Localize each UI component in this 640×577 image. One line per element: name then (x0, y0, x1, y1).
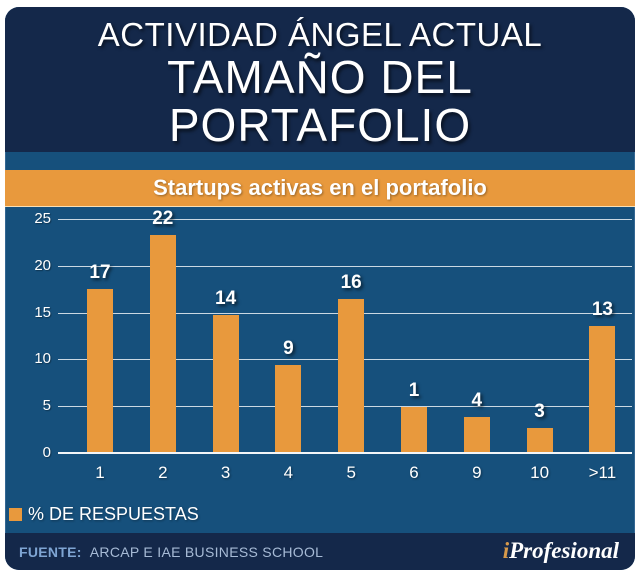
chart-legend: % DE RESPUESTAS (9, 504, 199, 525)
bar-value-label: 4 (471, 390, 483, 412)
y-tick-label: 0 (42, 444, 51, 461)
bar-value-label: 9 (283, 338, 294, 360)
bar (401, 407, 427, 452)
x-tick-label: 1 (95, 463, 105, 482)
bar (87, 289, 113, 452)
gridline (58, 265, 632, 267)
y-tick-label: 10 (34, 350, 51, 368)
x-tick-label: 9 (472, 463, 482, 482)
x-tick-label: >11 (588, 463, 617, 482)
bar (338, 299, 365, 452)
x-tick-label: 3 (220, 463, 231, 482)
bar-value-label: 14 (215, 288, 237, 310)
source-text: ARCAP E IAE BUSINESS SCHOOL (89, 543, 324, 560)
bar (149, 234, 176, 452)
chart-title-banner: Startups activas en el portafolio (5, 170, 635, 207)
chart-plot: 0 5 10 15 20 25 17 1 22 2 14 3 9 4 16 5 1 6 4 9 3 10 13 >11 (5, 7, 635, 570)
bar-value-label: 16 (340, 272, 362, 294)
title-line-2: TAMAÑO DEL (167, 51, 473, 103)
bar (526, 427, 553, 452)
bar-value-label: 3 (534, 400, 545, 422)
y-tick-label: 25 (34, 210, 51, 227)
title-line-3: PORTAFOLIO (168, 99, 472, 151)
iprofesional-logo: iProfesional (503, 538, 619, 564)
infographic-card: ACTIVIDAD ÁNGEL ACTUAL TAMAÑO DEL PORTAF… (5, 7, 635, 570)
x-axis-line (58, 452, 632, 454)
bar-value-label: 13 (591, 298, 613, 320)
bar (212, 315, 239, 452)
x-tick-label: 2 (158, 463, 168, 482)
legend-swatch-icon (9, 508, 22, 521)
footer-bar: FUENTE: ARCAP E IAE BUSINESS SCHOOL iPro… (5, 533, 635, 570)
x-tick-label: 5 (346, 463, 356, 482)
bar-value-label: 22 (152, 207, 174, 229)
legend-label: % DE RESPUESTAS (28, 504, 199, 524)
y-tick-label: 15 (34, 303, 51, 321)
bar (463, 417, 490, 452)
x-tick-label: 10 (530, 463, 550, 482)
title-line-1: ACTIVIDAD ÁNGEL ACTUAL (97, 16, 543, 53)
logo-prefix: i (502, 538, 510, 563)
bar-value-label: 17 (89, 262, 111, 284)
bar (275, 365, 302, 452)
gridline (58, 219, 632, 220)
logo-rest: Profesional (509, 538, 619, 563)
title-section: ACTIVIDAD ÁNGEL ACTUAL TAMAÑO DEL PORTAF… (5, 7, 635, 152)
source-label: FUENTE: (19, 543, 82, 560)
x-tick-label: 6 (409, 463, 419, 482)
bar (589, 325, 616, 452)
y-tick-label: 5 (42, 397, 51, 415)
chart-title: Startups activas en el portafolio (153, 175, 487, 200)
x-tick-label: 4 (283, 463, 294, 482)
bar-value-label: 1 (408, 380, 420, 402)
y-tick-label: 20 (34, 256, 51, 274)
